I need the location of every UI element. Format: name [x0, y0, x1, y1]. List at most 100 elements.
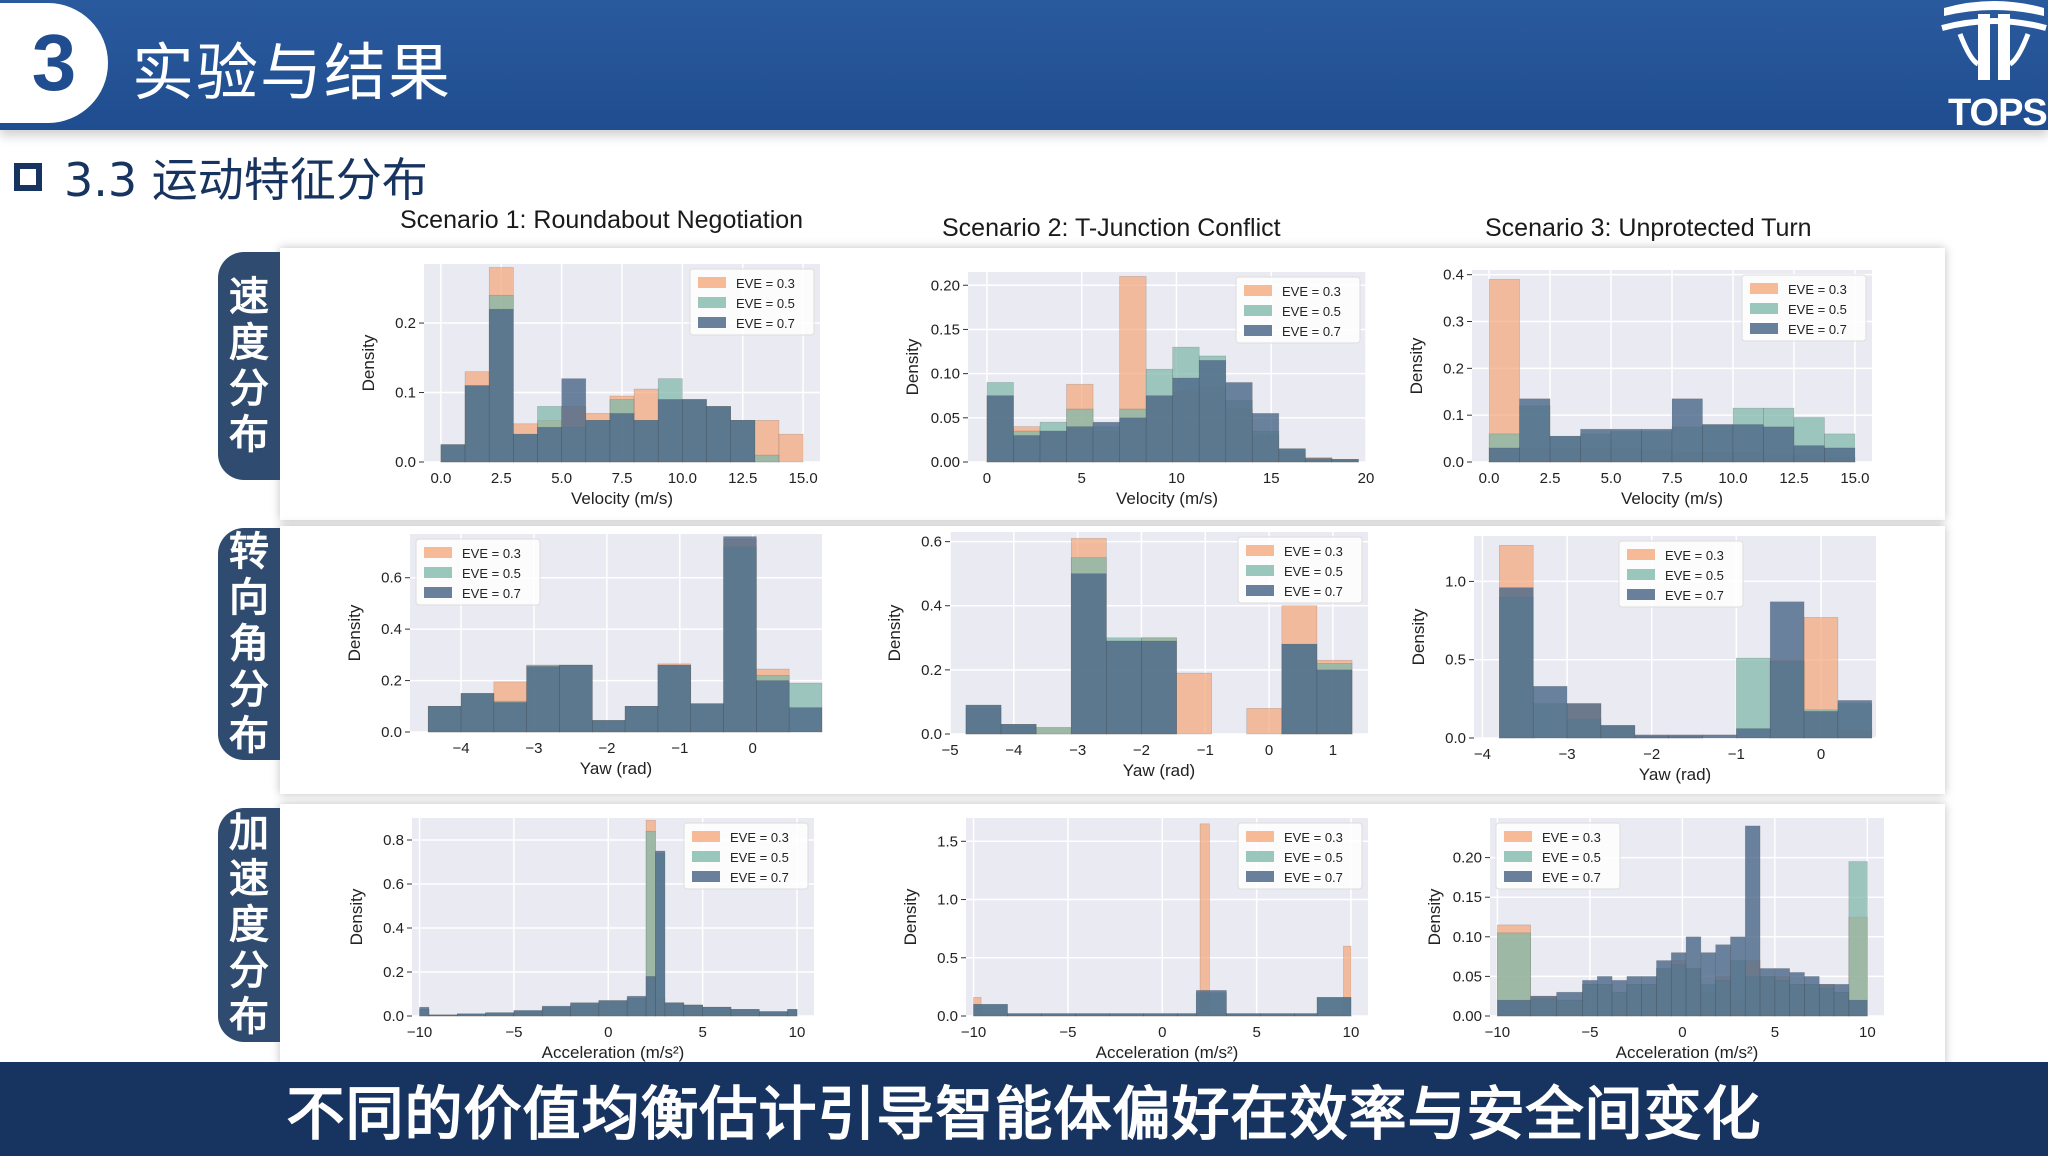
y-tick-label: 0.20 [1453, 850, 1482, 867]
x-axis-label: Yaw (rad) [580, 759, 652, 778]
y-tick-label: 0.2 [921, 662, 942, 679]
legend-swatch [1244, 305, 1272, 316]
y-tick-label: 0.2 [1443, 360, 1464, 377]
histogram-bar [1246, 708, 1283, 735]
row-label-char: 布 [229, 713, 269, 759]
x-tick-label: −3 [1069, 742, 1086, 759]
histogram-bar [965, 704, 1002, 735]
y-axis-label: Density [903, 338, 922, 395]
histogram-bar [526, 666, 560, 733]
histogram-bar [1789, 972, 1805, 1017]
legend-swatch [1504, 851, 1532, 862]
histogram-bar [1611, 980, 1628, 1017]
legend-swatch [1750, 303, 1778, 314]
histogram-bar [758, 1011, 788, 1017]
histogram-bar [488, 308, 514, 463]
histogram-bar [1066, 426, 1094, 463]
histogram-bar [1530, 995, 1557, 1017]
legend-swatch [692, 871, 720, 882]
y-tick-label: 0.2 [383, 964, 404, 981]
y-axis-label: Density [885, 604, 904, 661]
legend-label: EVE = 0.3 [1284, 544, 1343, 559]
histogram-bar [1556, 991, 1583, 1017]
histogram-bar [1000, 724, 1037, 735]
histogram-bar [723, 536, 757, 733]
x-tick-label: 0 [1817, 746, 1825, 763]
legend-label: EVE = 0.7 [1542, 870, 1601, 885]
legend-label: EVE = 0.7 [730, 870, 789, 885]
histogram-bar [657, 399, 683, 463]
slide-title: 实验与结果 [132, 36, 453, 109]
x-tick-label: 2.5 [1540, 470, 1561, 487]
x-tick-label: −2 [1133, 742, 1150, 759]
x-tick-label: 5 [1078, 470, 1086, 487]
legend-label: EVE = 0.5 [462, 566, 521, 581]
histogram-bar [1582, 980, 1598, 1017]
legend-swatch [1246, 851, 1274, 862]
y-tick-label: 0.2 [395, 315, 416, 332]
x-tick-label: −5 [941, 742, 958, 759]
x-tick-label: 5.0 [1601, 470, 1622, 487]
x-tick-label: −5 [1581, 1024, 1598, 1041]
histogram-bar [1145, 395, 1173, 463]
histogram-bar [1316, 669, 1353, 735]
x-tick-label: −3 [525, 740, 542, 757]
x-tick-label: 5 [1252, 1024, 1260, 1041]
histogram-bar [1656, 960, 1672, 1017]
legend-swatch [1246, 831, 1274, 842]
histogram-bar [1626, 976, 1642, 1017]
histogram-bar [513, 433, 538, 463]
histogram-bar [1109, 1013, 1144, 1017]
histogram-bar [1736, 657, 1771, 739]
y-tick-label: 0.15 [931, 321, 960, 338]
legend-label: EVE = 0.3 [1284, 830, 1343, 845]
histogram-bar [655, 850, 666, 1017]
histogram-bar [1316, 997, 1352, 1017]
histogram-bar [1143, 1013, 1178, 1017]
histogram-bar [541, 1005, 571, 1017]
x-axis-label: Acceleration (m/s²) [542, 1043, 685, 1062]
row-label-char: 布 [229, 994, 269, 1040]
x-axis-label: Acceleration (m/s²) [1096, 1043, 1239, 1062]
row-label-velocity: 速度分布 [218, 252, 280, 480]
y-tick-label: 0.0 [921, 726, 942, 743]
histogram-bar [1774, 968, 1790, 1017]
x-axis-label: Velocity (m/s) [1621, 489, 1723, 508]
y-tick-label: 1.0 [937, 892, 958, 909]
histogram-bar [1700, 952, 1716, 1017]
x-tick-label: 10 [1859, 1024, 1876, 1041]
x-tick-label: 0 [1678, 1024, 1686, 1041]
x-tick-label: −10 [407, 1024, 432, 1041]
histogram-bar [592, 720, 626, 733]
y-tick-label: 0.1 [395, 385, 416, 402]
histogram-bar [464, 385, 490, 463]
legend-swatch [1627, 569, 1655, 580]
histogram-bar [1641, 428, 1673, 463]
histogram-bar [657, 664, 692, 733]
legend-label: EVE = 0.3 [730, 830, 789, 845]
histogram-bar [1497, 999, 1531, 1017]
tops-logo-icon [1941, 1, 2047, 80]
x-tick-label: 0 [604, 1024, 612, 1041]
histogram-bar [706, 406, 731, 463]
row-label-char: 速 [229, 274, 269, 320]
x-axis-label: Velocity (m/s) [1116, 489, 1218, 508]
y-axis-label: Density [901, 888, 920, 945]
legend-swatch [1246, 585, 1274, 596]
y-tick-label: 0.4 [921, 598, 942, 615]
legend-label: EVE = 0.7 [1788, 322, 1847, 337]
histogram-bar [778, 433, 804, 463]
x-tick-label: −1 [671, 740, 688, 757]
tops-logo: TOPS [1940, 0, 2048, 134]
x-tick-label: 15.0 [1840, 470, 1869, 487]
legend-swatch [1750, 283, 1778, 294]
legend-swatch [698, 317, 726, 328]
histogram-bar [537, 426, 562, 463]
y-tick-label: 0.0 [937, 1008, 958, 1025]
y-tick-label: 0.05 [1453, 968, 1482, 985]
x-tick-label: 15 [1263, 470, 1280, 487]
histogram-bar [1041, 1013, 1076, 1017]
legend-swatch [1627, 589, 1655, 600]
row-label-char: 分 [229, 948, 269, 994]
legend-label: EVE = 0.3 [1542, 830, 1601, 845]
